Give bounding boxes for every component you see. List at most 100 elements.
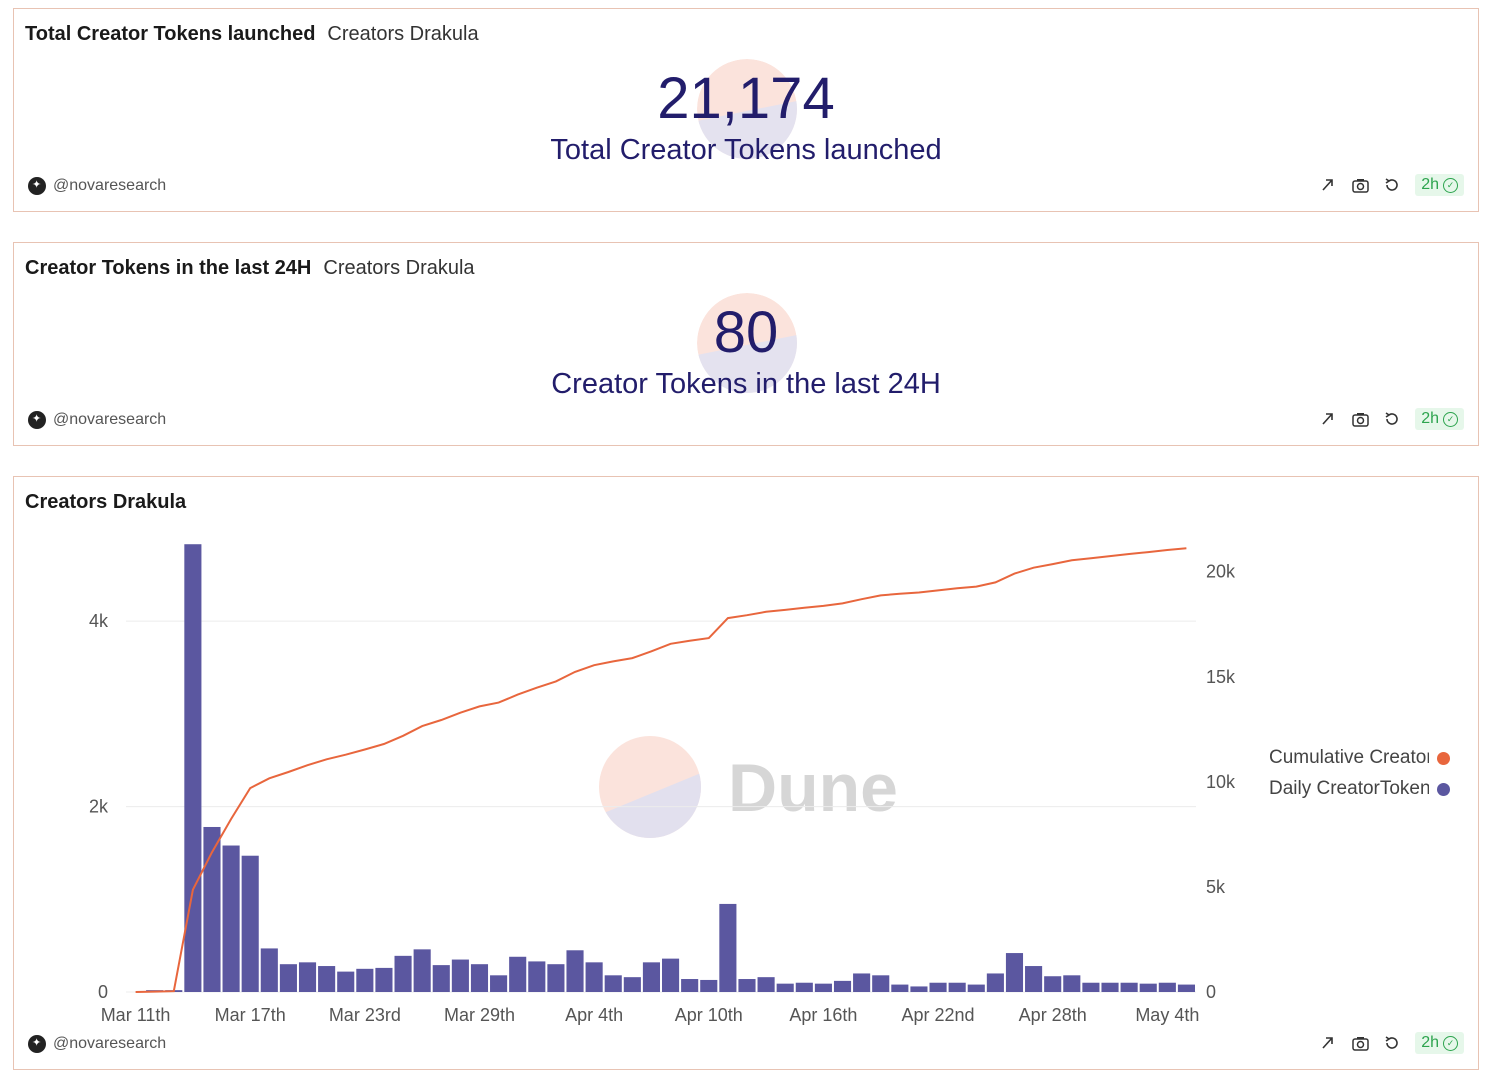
x-tick-label: Mar 29th	[444, 1005, 515, 1025]
x-tick-label: Apr 28th	[1019, 1005, 1087, 1025]
author-name: @novaresearch	[53, 411, 167, 428]
bar[interactable]	[1005, 953, 1024, 992]
bar[interactable]	[356, 968, 374, 992]
bar[interactable]	[547, 964, 565, 992]
bar[interactable]	[1139, 983, 1157, 992]
bar[interactable]	[929, 982, 947, 992]
freshness-badge[interactable]: 2h ✓	[1415, 408, 1464, 430]
bar[interactable]	[662, 958, 680, 992]
share-icon[interactable]	[1319, 176, 1337, 194]
x-tick-label: Apr 10th	[675, 1005, 743, 1025]
bar[interactable]	[260, 948, 278, 992]
bar[interactable]	[375, 967, 393, 992]
panel-title[interactable]: Total Creator Tokens launched	[25, 23, 316, 45]
dune-watermark: Dune	[599, 736, 898, 838]
author-avatar	[28, 1035, 46, 1053]
bar[interactable]	[757, 977, 775, 992]
author-link[interactable]: @novaresearch	[28, 177, 166, 195]
bar[interactable]	[623, 977, 641, 992]
freshness-age: 2h	[1421, 176, 1439, 193]
bar[interactable]	[1177, 984, 1195, 992]
bar[interactable]	[528, 961, 546, 992]
camera-icon[interactable]	[1351, 410, 1369, 428]
bar[interactable]	[986, 973, 1004, 992]
y-left-tick-label: 4k	[89, 611, 109, 631]
bar[interactable]	[738, 979, 756, 992]
bar[interactable]	[413, 949, 431, 992]
bar[interactable]	[1082, 982, 1100, 992]
refresh-icon[interactable]	[1383, 410, 1401, 428]
bar[interactable]	[279, 964, 297, 992]
legend-item-daily[interactable]: Daily CreatorTokens	[1269, 778, 1450, 800]
legend-label: Daily CreatorTokens	[1269, 778, 1429, 799]
author-link[interactable]: @novaresearch	[28, 411, 166, 429]
bar[interactable]	[681, 979, 699, 992]
bar[interactable]	[1063, 975, 1081, 992]
bar[interactable]	[298, 962, 317, 992]
bar[interactable]	[451, 959, 469, 992]
bar[interactable]	[642, 962, 660, 992]
bar[interactable]	[814, 983, 832, 992]
camera-icon[interactable]	[1351, 176, 1369, 194]
bar[interactable]	[700, 979, 718, 992]
share-icon[interactable]	[1319, 1034, 1337, 1052]
panel-subtitle[interactable]: Creators Drakula	[323, 257, 475, 279]
y-right-tick-label: 0	[1206, 982, 1216, 1002]
bar[interactable]	[241, 855, 259, 992]
bar[interactable]	[891, 984, 909, 992]
bar[interactable]	[432, 965, 450, 992]
refresh-icon[interactable]	[1383, 1034, 1401, 1052]
x-tick-label: Mar 23rd	[329, 1005, 401, 1025]
bar[interactable]	[509, 956, 527, 992]
bar[interactable]	[1158, 982, 1176, 992]
counter: 21,174 Total Creator Tokens launched	[14, 69, 1478, 167]
bar[interactable]	[1025, 966, 1043, 992]
freshness-badge[interactable]: 2h ✓	[1415, 174, 1464, 196]
bar[interactable]	[394, 955, 412, 992]
bar[interactable]	[910, 986, 928, 992]
y-left-tick-label: 2k	[89, 797, 109, 817]
panel-title[interactable]: Creator Tokens in the last 24H	[25, 257, 312, 279]
x-tick-label: Apr 16th	[789, 1005, 857, 1025]
bar[interactable]	[967, 984, 985, 992]
bar[interactable]	[719, 903, 737, 992]
panel-header: Total Creator Tokens launched Creators Dr…	[25, 23, 479, 46]
bar[interactable]	[490, 975, 508, 992]
panel-toolbar: 2h ✓	[1319, 174, 1464, 196]
panel-subtitle[interactable]: Creators Drakula	[327, 23, 479, 45]
dune-logo-icon	[697, 59, 797, 159]
bar[interactable]	[853, 973, 871, 992]
panel-header: Creators Drakula	[25, 491, 186, 514]
share-icon[interactable]	[1319, 410, 1337, 428]
x-tick-label: May 4th	[1135, 1005, 1199, 1025]
counter-label: Creator Tokens in the last 24H	[551, 368, 941, 400]
bar[interactable]	[318, 966, 336, 992]
author-name: @novaresearch	[53, 177, 167, 194]
bar[interactable]	[1120, 982, 1138, 992]
bar[interactable]	[222, 845, 240, 992]
author-link[interactable]: @novaresearch	[28, 1035, 166, 1053]
x-tick-label: Apr 22nd	[902, 1005, 975, 1025]
bar[interactable]	[1044, 976, 1062, 992]
bar[interactable]	[337, 971, 355, 992]
bar[interactable]	[1101, 982, 1119, 992]
bar[interactable]	[203, 826, 221, 992]
bar[interactable]	[585, 962, 603, 992]
bar[interactable]	[795, 982, 813, 992]
bar[interactable]	[566, 950, 584, 992]
panel-title[interactable]: Creators Drakula	[25, 491, 187, 513]
legend-item-cumulative[interactable]: Cumulative CreatorTokens	[1269, 747, 1450, 769]
refresh-icon[interactable]	[1383, 176, 1401, 194]
bar[interactable]	[776, 983, 794, 992]
bar[interactable]	[470, 964, 489, 992]
cumulative-line[interactable]	[135, 547, 1187, 993]
bar[interactable]	[872, 975, 890, 992]
freshness-badge[interactable]: 2h ✓	[1415, 1032, 1464, 1054]
y-right-tick-label: 5k	[1206, 877, 1226, 897]
counter-value: 80	[713, 300, 779, 365]
bar[interactable]	[948, 982, 966, 992]
dune-logo-icon	[697, 293, 797, 393]
bar[interactable]	[604, 975, 622, 992]
camera-icon[interactable]	[1351, 1034, 1369, 1052]
bar[interactable]	[833, 980, 852, 992]
